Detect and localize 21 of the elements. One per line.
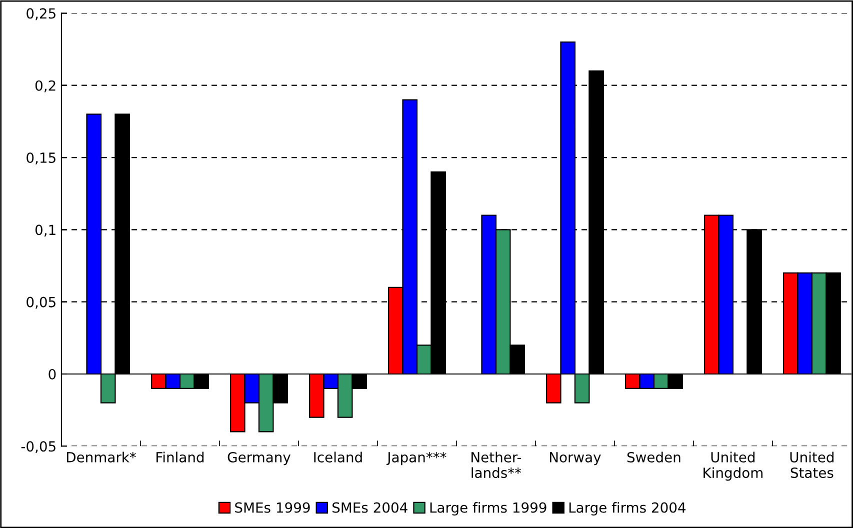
x-tick-label: Finland — [156, 452, 204, 462]
y-tick-label: 0,05 — [26, 296, 56, 309]
x-tick-label: Sweden — [627, 452, 680, 462]
y-tick-label: -0,05 — [21, 441, 56, 454]
legend-label: Large firms 2004 — [569, 502, 686, 516]
legend-label: SMEs 2004 — [332, 502, 408, 513]
y-tick-label: 0,15 — [26, 152, 56, 164]
x-tick-label: Japan*** — [386, 452, 446, 466]
y-tick-label: 0 — [48, 368, 56, 380]
y-tick-label: 0,1 — [35, 224, 56, 237]
x-tick-label: United States — [790, 452, 834, 478]
legend-label: SMEs 1999 — [235, 502, 310, 513]
x-tick-label: Iceland — [314, 452, 362, 462]
x-tick-label: Denmark* — [66, 452, 136, 462]
x-tick-label: Germany — [228, 452, 290, 466]
y-tick-label: 0,2 — [35, 80, 56, 92]
legend-label: Large firms 1999 — [430, 502, 546, 516]
y-tick-label: 0,25 — [26, 8, 56, 20]
x-tick-label: United Kingdom — [704, 452, 762, 481]
x-tick-label: Nether- lands** — [472, 452, 522, 478]
x-tick-label: Norway — [550, 452, 601, 466]
